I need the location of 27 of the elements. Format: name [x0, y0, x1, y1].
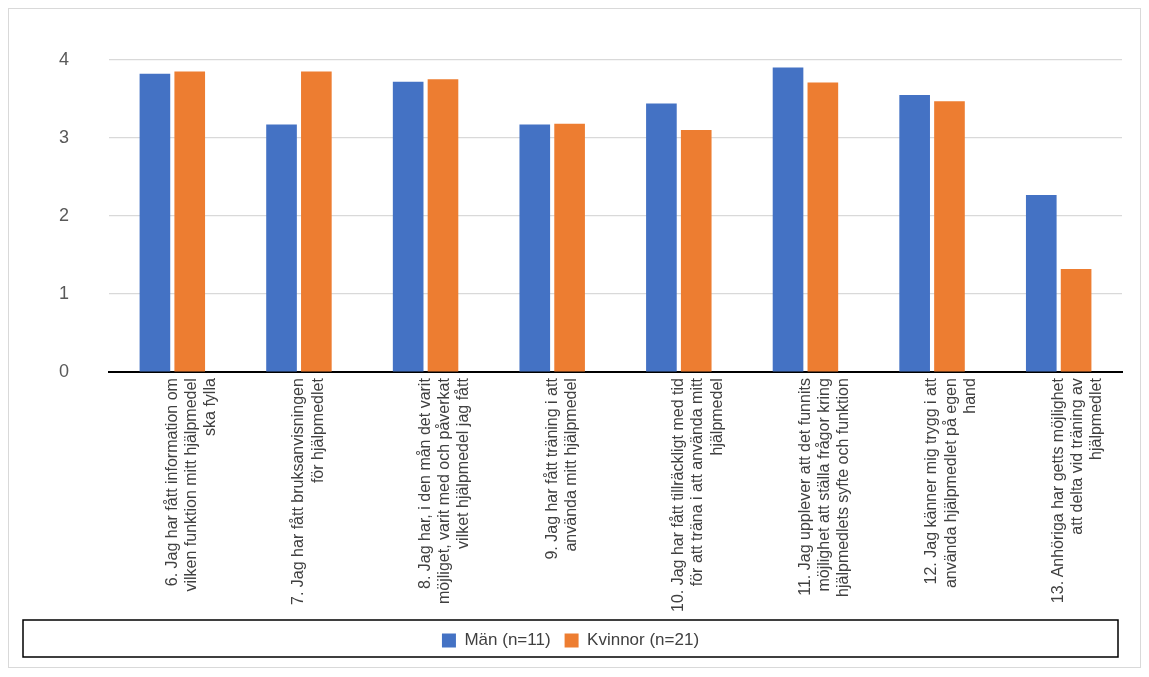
bar — [301, 71, 332, 372]
bar — [139, 73, 171, 372]
bar — [519, 124, 551, 372]
bar — [807, 82, 839, 372]
bar — [174, 71, 206, 372]
bar — [1060, 269, 1092, 372]
bar — [392, 81, 424, 372]
y-tick-label: 0 — [59, 361, 70, 382]
bar — [899, 94, 930, 372]
bar — [554, 123, 585, 372]
bar — [1025, 194, 1057, 372]
bar — [934, 101, 965, 372]
y-tick-label: 3 — [59, 126, 70, 147]
x-tick-label: 6. Jag har fått information om vilken funktion mitt hjälpmedel ska fylla — [162, 378, 219, 592]
legend-label: Män (n=11) — [464, 630, 551, 650]
y-tick-label: 1 — [59, 283, 70, 304]
bar — [427, 79, 459, 372]
x-tick-label: 13. Anhöriga har getts möjlighet att delta vid träning av hjälpmedlet — [1049, 377, 1105, 604]
bar — [772, 67, 804, 372]
bar — [680, 130, 712, 372]
bar — [646, 103, 677, 372]
y-tick-label: 2 — [59, 204, 70, 225]
bar — [266, 124, 297, 372]
x-tick-label: 12. Jag känner mig trygg i att använda hjälpmedlet på egen hand — [922, 377, 978, 589]
y-tick-label: 4 — [59, 48, 70, 69]
x-tick-label: 10. Jag har fått tillräckligt med tid för att träna i att använda mitt hjälpmedel — [669, 377, 725, 613]
legend-label: Kvinnor (n=21) — [587, 630, 700, 650]
